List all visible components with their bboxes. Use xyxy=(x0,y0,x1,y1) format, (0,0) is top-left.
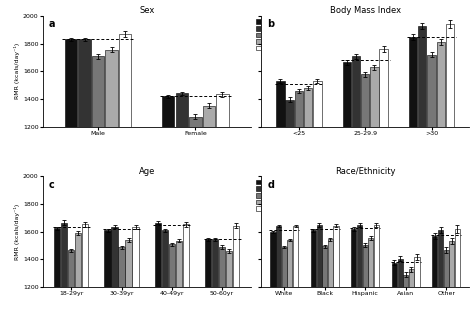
Bar xyxy=(304,88,312,293)
Bar xyxy=(68,250,74,319)
Bar xyxy=(418,26,427,293)
Bar xyxy=(352,56,360,293)
Bar xyxy=(357,225,362,319)
Bar xyxy=(311,230,316,319)
Bar xyxy=(212,239,219,319)
Bar xyxy=(61,223,67,319)
Bar xyxy=(343,62,351,293)
Bar xyxy=(276,81,285,293)
Title: Age: Age xyxy=(138,167,155,176)
Bar xyxy=(111,226,118,319)
Bar xyxy=(119,34,131,293)
Bar xyxy=(414,257,419,319)
Bar xyxy=(455,229,460,319)
Bar xyxy=(317,225,322,319)
Bar xyxy=(203,106,215,293)
Bar xyxy=(226,251,232,319)
Y-axis label: RMR (kcals/day⁻¹): RMR (kcals/day⁻¹) xyxy=(14,204,20,260)
Bar xyxy=(409,37,417,293)
Bar xyxy=(282,247,287,319)
Bar xyxy=(403,275,408,319)
Bar xyxy=(287,240,292,319)
Text: b: b xyxy=(267,19,274,29)
Bar xyxy=(370,67,379,293)
Bar xyxy=(293,226,298,319)
Bar xyxy=(351,229,356,319)
Bar xyxy=(427,55,436,293)
Bar xyxy=(216,94,228,293)
Legend: MedGen, HB, Owen, Mifflin, WHO: MedGen, HB, Owen, Mifflin, WHO xyxy=(255,179,287,212)
Bar xyxy=(392,263,397,319)
Bar xyxy=(176,241,182,319)
Bar xyxy=(368,238,374,319)
Bar xyxy=(169,244,175,319)
Text: d: d xyxy=(267,180,274,190)
Bar xyxy=(219,247,225,319)
Text: a: a xyxy=(49,19,55,29)
Bar xyxy=(361,74,369,293)
Bar xyxy=(446,24,454,293)
Bar xyxy=(285,100,294,293)
Bar xyxy=(92,56,104,293)
Bar xyxy=(104,230,111,319)
Text: c: c xyxy=(49,180,55,190)
Legend: MedGen, HB, Owen, Mifflin, WHO: MedGen, HB, Owen, Mifflin, WHO xyxy=(255,19,287,51)
Bar xyxy=(374,225,379,319)
Bar xyxy=(126,240,132,319)
Bar xyxy=(162,96,174,293)
Bar xyxy=(78,40,91,293)
Bar xyxy=(409,269,414,319)
Bar xyxy=(295,91,303,293)
Bar xyxy=(313,81,321,293)
Bar xyxy=(118,247,125,319)
Bar xyxy=(75,233,82,319)
Bar xyxy=(189,117,201,293)
Bar xyxy=(132,227,139,319)
Bar xyxy=(333,226,338,319)
Bar xyxy=(322,246,327,319)
Bar xyxy=(380,49,388,293)
Bar xyxy=(437,42,445,293)
Bar xyxy=(155,223,161,319)
Bar xyxy=(82,224,89,319)
Bar xyxy=(65,40,77,293)
Bar xyxy=(233,226,239,319)
Bar xyxy=(176,93,188,293)
Bar xyxy=(105,50,118,293)
Bar xyxy=(438,230,443,319)
Bar xyxy=(363,245,368,319)
Bar xyxy=(270,232,275,319)
Bar xyxy=(449,241,455,319)
Bar xyxy=(276,226,281,319)
Bar xyxy=(205,239,211,319)
Bar xyxy=(328,239,333,319)
Y-axis label: RMR (kcals/day⁻¹): RMR (kcals/day⁻¹) xyxy=(14,43,20,100)
Bar xyxy=(182,224,189,319)
Title: Sex: Sex xyxy=(139,6,155,15)
Bar xyxy=(398,259,402,319)
Bar xyxy=(432,236,438,319)
Bar xyxy=(162,230,168,319)
Bar xyxy=(54,228,61,319)
Title: Race/Ethnicity: Race/Ethnicity xyxy=(335,167,395,176)
Bar xyxy=(444,250,449,319)
Title: Body Mass Index: Body Mass Index xyxy=(329,6,401,15)
